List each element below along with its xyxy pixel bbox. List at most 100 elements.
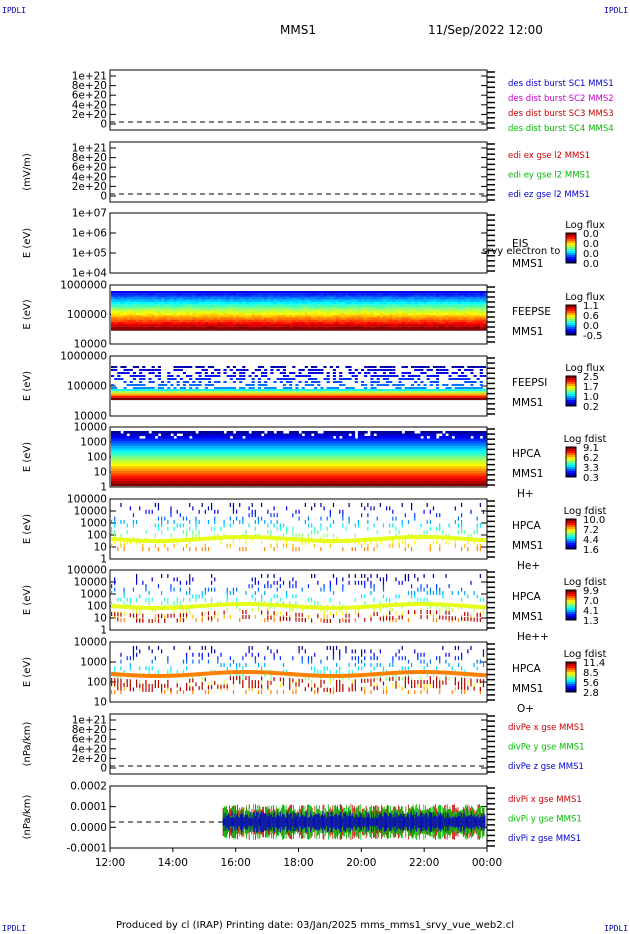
panel-4-cell xyxy=(429,310,434,314)
panel-5-cell xyxy=(382,378,386,380)
panel-4-cell xyxy=(417,299,421,303)
panel-4-cell xyxy=(254,324,259,327)
panel-4-cell xyxy=(482,299,487,303)
panel-4-cell xyxy=(457,295,462,298)
panel-5-cell xyxy=(348,389,353,392)
panel-6-cell xyxy=(304,443,309,447)
panel-4-cell xyxy=(251,315,256,318)
panel-4-cell xyxy=(123,295,128,298)
panel-4-cell xyxy=(345,328,349,331)
panel-5-cell xyxy=(367,397,371,401)
panel-4-cell xyxy=(320,324,324,327)
panel-4-cell xyxy=(289,310,293,314)
panel-4-cell xyxy=(336,313,340,316)
panel-4-cell xyxy=(407,315,412,318)
panel-6-cell xyxy=(211,466,215,469)
panel-4-cell xyxy=(417,319,421,322)
panel-6-cell xyxy=(239,471,243,474)
panel-5-cell xyxy=(179,393,184,396)
panel-5-cell xyxy=(229,395,234,398)
panel-4-cell xyxy=(286,321,290,325)
panel-6-cell xyxy=(129,473,134,477)
panel-4-cell xyxy=(204,326,209,329)
panel-4-cell xyxy=(301,299,306,303)
panel-4-cell xyxy=(186,291,190,294)
panel-5-cell xyxy=(367,369,371,371)
panel-5-cell xyxy=(311,369,315,371)
panel-6-cell xyxy=(151,438,156,442)
panel-4-cell xyxy=(304,306,309,309)
panel-4-cell xyxy=(473,313,478,316)
panel-6-cell xyxy=(211,458,215,462)
panel-6-cell xyxy=(126,451,131,454)
panel-5-cell xyxy=(267,397,271,401)
panel-6-cell xyxy=(236,466,240,469)
panel-6-cell xyxy=(267,441,271,444)
panel-4-cell xyxy=(173,299,178,303)
panel-6-cell xyxy=(289,481,293,484)
panel-4-cell xyxy=(289,304,293,307)
panel-4-cell xyxy=(126,324,131,327)
panel-5-cell xyxy=(195,397,199,401)
panel-6-cell xyxy=(161,483,165,487)
panel-5-cell xyxy=(132,375,136,377)
panel-4-cell xyxy=(342,297,346,300)
panel-4-cell xyxy=(223,291,228,294)
panel-6-cell xyxy=(117,443,121,447)
panel-1-legend-entry: des dist burst SC3 MMS3 xyxy=(508,109,614,119)
panel-4-cell xyxy=(132,310,137,314)
panel-4-cell xyxy=(373,293,378,296)
panel-4-cell xyxy=(114,326,118,329)
panel-6-cell xyxy=(311,466,315,469)
panel-2-ytick-label: 8e+20 xyxy=(72,152,107,164)
panel-4-cell xyxy=(345,315,349,318)
panel-4-cell xyxy=(282,299,287,303)
panel-6-cell xyxy=(204,481,209,484)
panel-5-cell xyxy=(211,384,215,386)
panel-6-cell xyxy=(157,443,162,447)
panel-6-cell xyxy=(226,453,231,457)
panel-6-cell xyxy=(254,471,259,474)
panel-4-cell xyxy=(373,306,378,309)
panel-4-cell xyxy=(382,324,387,327)
panel-4-cell xyxy=(445,321,449,325)
panel-6-cell xyxy=(286,438,290,442)
panel-4-cell xyxy=(176,308,181,311)
panel-4-cell xyxy=(195,306,199,309)
panel-6-cell xyxy=(270,431,274,434)
panel-5-cell xyxy=(307,384,311,386)
panel-4-cell xyxy=(136,302,140,305)
panel-4-cell xyxy=(117,319,121,322)
panel-4-cell xyxy=(336,308,340,311)
panel-5-cell xyxy=(211,366,215,368)
panel-4-cell xyxy=(114,302,118,305)
panel-5-cell xyxy=(401,366,405,368)
panel-4-cell xyxy=(157,315,162,318)
panel-4-cbar-swatch xyxy=(566,327,576,330)
panel-4-cell xyxy=(261,324,265,327)
panel-4-cell xyxy=(282,315,287,318)
panel-5-cell xyxy=(448,387,452,389)
panel-6-cell xyxy=(114,433,118,437)
panel-4-cell xyxy=(473,304,478,307)
panel-4-cell xyxy=(417,310,421,314)
panel-4-cell xyxy=(114,308,118,311)
panel-5-cell xyxy=(482,366,486,368)
panel-4-cell xyxy=(142,308,146,311)
panel-6-cell xyxy=(167,453,171,457)
panel-6-cell xyxy=(179,471,184,474)
panel-6-cell xyxy=(217,466,221,469)
panel-4-cell xyxy=(251,310,256,314)
panel-4-cell xyxy=(382,321,387,325)
panel-4-cell xyxy=(342,291,346,294)
panel-6-cell xyxy=(286,483,290,487)
panel-5-cell xyxy=(457,375,461,377)
panel-4-cell xyxy=(376,293,381,296)
panel-4-cell xyxy=(154,308,159,311)
panel-4-cell xyxy=(120,321,124,325)
panel-5-cell xyxy=(289,378,293,380)
panel-4-cell xyxy=(304,302,309,305)
panel-5-cell xyxy=(473,389,478,392)
panel-5-cell xyxy=(157,387,161,389)
panel-4-cell xyxy=(245,308,249,311)
